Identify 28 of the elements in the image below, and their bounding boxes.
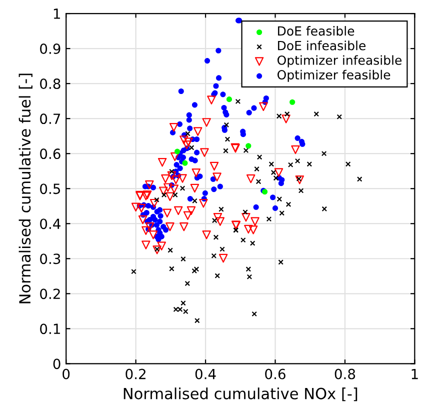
legend-label: Optimizer infeasible (277, 55, 402, 68)
x-axis-title: Normalised cumulative NOx [-] (124, 388, 358, 402)
y-tick-label: 0.5 (40, 184, 60, 194)
point (246, 143, 252, 149)
y-tick-label: 0.2 (40, 288, 60, 300)
y-tick-label: 0 (53, 358, 60, 370)
y-tick-label: 0.9 (40, 44, 60, 54)
x-tick-label: 0.4 (195, 368, 216, 380)
point (182, 160, 188, 166)
legend-label: DoE feasible (278, 26, 354, 36)
x-tick-label: 0.2 (126, 368, 146, 380)
point (290, 99, 296, 105)
x-tick-label: 1 (412, 368, 418, 380)
x-tick-label: 0.6 (265, 368, 286, 380)
y-tick-label: 0.3 (40, 254, 60, 264)
legend-label: DoE infeasible (278, 40, 366, 50)
x-tick-label: 0 (62, 368, 70, 380)
legend-label: Optimizer feasible (277, 70, 390, 82)
point (174, 148, 180, 154)
point (226, 96, 232, 102)
x-tick-label: 0.8 (334, 368, 356, 380)
y-tick-label: 0.8 (40, 78, 60, 90)
y-tick-label: 0.1 (40, 324, 60, 334)
y-tick-label: 0.7 (40, 114, 60, 124)
y-axis-title: Normalised cumulative fuel [-] (18, 74, 32, 304)
y-tick-label: 0.4 (40, 218, 60, 230)
y-tick-label: 1 (54, 8, 60, 19)
y-tick-label: 0.6 (40, 148, 60, 160)
